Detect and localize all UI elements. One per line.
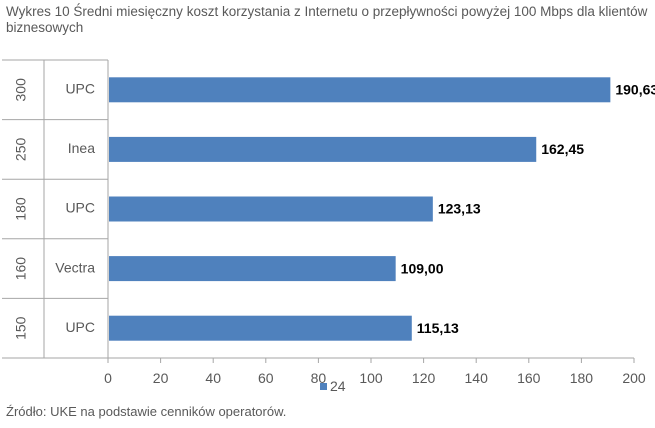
- category-label: UPC: [65, 319, 95, 335]
- bar-chart: 0 20 40 60 80 100 120 140 160 180 200 300 UPC 190,63…: [2, 59, 655, 394]
- category-group-label: 300: [13, 78, 29, 102]
- category-label: UPC: [65, 81, 95, 97]
- data-label: 115,13: [417, 320, 459, 336]
- category-group-label: 150: [13, 316, 29, 340]
- x-tick-label: 20: [153, 370, 169, 386]
- x-tick-label: 0: [104, 370, 112, 386]
- category-label: Inea: [68, 140, 95, 156]
- chart-labels: 300 UPC 190,63 250 Inea 162,45 180 UPC 123,13 160…: [13, 78, 655, 340]
- data-label: 190,63: [615, 82, 655, 98]
- category-label: Vectra: [55, 259, 95, 275]
- data-label: 123,13: [438, 201, 481, 217]
- bar: [109, 256, 396, 282]
- x-tick-label: 100: [359, 370, 383, 386]
- chart-title: Wykres 10 Średni miesięczny koszt korzys…: [6, 4, 648, 35]
- legend-swatch: [320, 383, 327, 390]
- x-tick-label: 180: [570, 370, 594, 386]
- category-label: UPC: [65, 200, 95, 216]
- bar: [109, 77, 611, 103]
- category-group-label: 180: [13, 197, 29, 221]
- category-group-label: 160: [13, 257, 29, 281]
- category-group-label: 250: [13, 138, 29, 162]
- chart-legend: 24: [320, 378, 346, 394]
- bar: [109, 136, 537, 162]
- x-tick-label: 200: [622, 370, 646, 386]
- x-tick-label: 120: [412, 370, 436, 386]
- chart-axes: 0 20 40 60 80 100 120 140 160 180 200: [2, 59, 646, 386]
- data-label: 162,45: [541, 141, 584, 157]
- data-label: 109,00: [401, 260, 444, 276]
- legend-label: 24: [330, 378, 346, 394]
- x-tick-label: 160: [517, 370, 541, 386]
- bar: [109, 315, 412, 341]
- x-tick-label: 60: [258, 370, 274, 386]
- bar: [109, 196, 433, 222]
- source-note: Źródło: UKE na podstawie cenników operat…: [6, 404, 287, 419]
- x-tick-label: 140: [465, 370, 489, 386]
- x-tick-label: 80: [311, 370, 327, 386]
- chart-bars: [109, 77, 611, 341]
- x-tick-label: 40: [205, 370, 221, 386]
